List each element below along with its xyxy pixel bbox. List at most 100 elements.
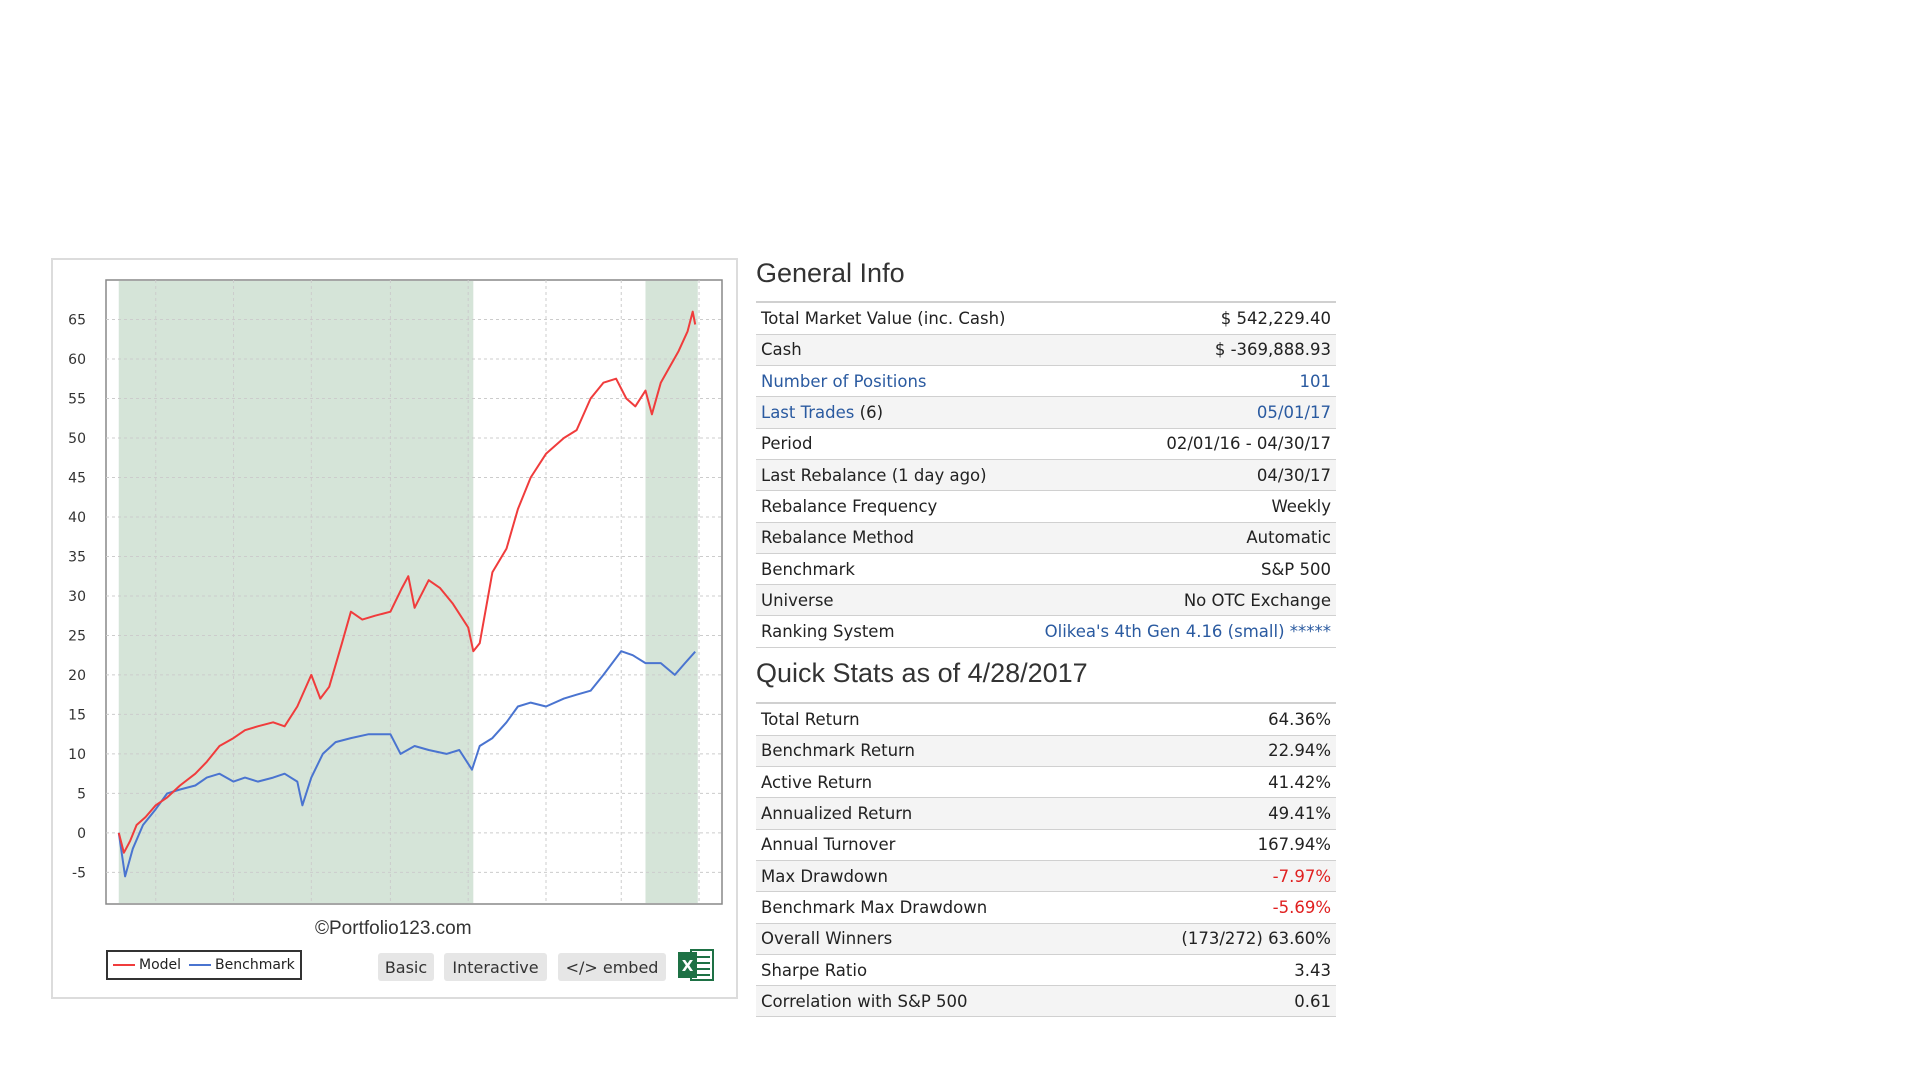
quick-stats-row-value: (173/272) 63.60%	[1181, 929, 1331, 949]
y-tick-label: 40	[68, 510, 86, 526]
quick-stats-row-label-cell: Correlation with S&P 500	[756, 986, 1102, 1017]
series-line-model	[117, 310, 697, 854]
quick-stats-row-label-cell: Benchmark Max Drawdown	[756, 892, 1102, 923]
excel-icon[interactable]: X	[677, 948, 715, 982]
general-info-row-label: Rebalance Method	[761, 528, 914, 548]
performance-chart-panel: 65605550454035302520151050-503/1605/1607…	[51, 258, 738, 999]
quick-stats-row-label-cell: Annualized Return	[756, 798, 1102, 829]
general-info-row-value: $ -369,888.93	[1214, 340, 1331, 360]
chart-legend: Model Benchmark	[106, 950, 302, 980]
general-info-row-label[interactable]: Number of Positions	[761, 371, 927, 391]
quick-stats-row-value: -5.69%	[1272, 897, 1331, 917]
legend-item-model: Model	[113, 957, 181, 973]
quick-stats-row: Annualized Return 49.41%	[756, 797, 1336, 830]
general-info-row-value: Automatic	[1246, 528, 1331, 548]
shaded-period	[118, 281, 474, 903]
y-tick-label: 25	[68, 628, 86, 644]
quick-stats-title: Quick Stats as of 4/28/2017	[756, 658, 1088, 688]
general-info-row-value: 02/01/16 - 04/30/17	[1166, 434, 1331, 454]
series-line-benchmark	[117, 650, 696, 878]
general-info-row: Universe No OTC Exchange	[756, 584, 1336, 616]
quick-stats-row: Overall Winners (173/272) 63.60%	[756, 923, 1336, 955]
general-info-row: Ranking System Olikea's 4th Gen 4.16 (sma…	[756, 616, 1336, 648]
general-info-row: Period 02/01/16 - 04/30/17	[756, 428, 1336, 460]
y-tick-label: 50	[68, 431, 86, 447]
legend-model-label: Model	[139, 957, 182, 973]
general-info-row-value[interactable]: 05/01/17	[1256, 403, 1331, 423]
quick-stats-row-label: Overall Winners	[761, 929, 893, 949]
y-tick-label: 10	[68, 747, 86, 763]
quick-stats-row-label: Sharpe Ratio	[761, 960, 868, 980]
y-tick-label: 35	[68, 549, 86, 565]
y-tick-label: 5	[77, 786, 86, 802]
interactive-button[interactable]: Interactive	[444, 953, 547, 981]
y-tick-label: 20	[68, 668, 86, 684]
general-info-row-value[interactable]: Olikea's 4th Gen 4.16 (small) *****	[1044, 622, 1331, 642]
quick-stats-row-label-cell: Overall Winners	[756, 923, 1102, 954]
general-info-row: Total Market Value (inc. Cash) $ 542,229.…	[756, 303, 1336, 335]
general-info-row-label-cell: Total Market Value (inc. Cash)	[756, 303, 1024, 334]
general-info-row-label: Total Market Value (inc. Cash)	[761, 308, 1006, 328]
quick-stats-row-value: 22.94%	[1268, 741, 1331, 761]
general-info-row-value: S&P 500	[1260, 559, 1331, 579]
general-info-row-label: Rebalance Frequency	[761, 496, 938, 516]
quick-stats-row: Total Return 64.36%	[756, 704, 1336, 736]
quick-stats-row-label: Annualized Return	[761, 804, 913, 824]
general-info-row: Last Rebalance (1 day ago) 04/30/17	[756, 459, 1336, 491]
quick-stats-row-value: 49.41%	[1268, 804, 1331, 824]
y-tick-label: 15	[68, 707, 86, 723]
general-info-row-label: Benchmark	[761, 559, 855, 579]
general-info-row-label-cell: Rebalance Method	[756, 522, 1024, 553]
y-tick-label: -5	[72, 865, 86, 881]
general-info-row-label[interactable]: Last Trades	[761, 403, 855, 423]
general-info-row: Last Trades (6) 05/01/17	[756, 396, 1336, 429]
general-info-title: General Info	[756, 258, 905, 288]
general-info-row-label-cell: Benchmark	[756, 553, 1024, 584]
legend-benchmark-label: Benchmark	[215, 957, 295, 973]
general-info-row-label-cell: Period	[756, 428, 1024, 459]
general-info-row: Number of Positions 101	[756, 366, 1336, 397]
quick-stats-row: Benchmark Max Drawdown -5.69%	[756, 892, 1336, 924]
legend-model-line	[113, 964, 135, 966]
general-info-row: Rebalance Method Automatic	[756, 522, 1336, 554]
quick-stats-row: Sharpe Ratio 3.43	[756, 954, 1336, 986]
quick-stats-row-label: Total Return	[761, 709, 860, 729]
y-tick-label: 0	[77, 826, 86, 842]
general-info-row-label-cell: Number of Positions	[756, 366, 1024, 397]
general-info-row-label: Cash	[761, 340, 802, 360]
general-info-table: Total Market Value (inc. Cash) $ 542,229.…	[756, 303, 1336, 648]
quick-stats-row-value: 41.42%	[1268, 772, 1331, 792]
quick-stats-row-label-cell: Max Drawdown	[756, 860, 1102, 891]
general-info-row: Benchmark S&P 500	[756, 553, 1336, 585]
basic-button[interactable]: Basic	[378, 953, 434, 981]
quick-stats-row: Correlation with S&P 500 0.61	[756, 985, 1336, 1017]
quick-stats-row-label: Correlation with S&P 500	[761, 991, 968, 1011]
general-info-row-value: Weekly	[1271, 496, 1331, 516]
general-info-divider	[756, 301, 1336, 303]
quick-stats-row-label: Active Return	[761, 772, 873, 792]
general-info-row-label: Last Rebalance (1 day ago)	[761, 465, 987, 485]
embed-button[interactable]: </> embed	[558, 953, 666, 981]
legend-benchmark-line	[189, 964, 212, 966]
general-info-row-label: Universe	[761, 590, 834, 610]
quick-stats-row-label: Benchmark Return	[761, 741, 915, 761]
legend-item-benchmark: Benchmark	[189, 957, 295, 973]
y-tick-label: 60	[68, 352, 86, 368]
general-info-row-value[interactable]: 101	[1299, 371, 1332, 391]
general-info-row-label-cell: Rebalance Frequency	[756, 491, 1024, 522]
general-info-row-label: Period	[761, 434, 813, 454]
general-info-row-label-cell: Ranking System	[756, 616, 1024, 647]
general-info-row-label-cell: Last Rebalance (1 day ago)	[756, 459, 1024, 490]
quick-stats-row-label-cell: Sharpe Ratio	[756, 954, 1102, 985]
quick-stats-table: Total Return 64.36% Benchmark Return 22.94%…	[756, 704, 1336, 1017]
quick-stats-row: Benchmark Return 22.94%	[756, 735, 1336, 767]
general-info-row-value: $ 542,229.40	[1220, 308, 1331, 328]
quick-stats-row-label-cell: Annual Turnover	[756, 829, 1102, 860]
quick-stats-row-value: 167.94%	[1257, 835, 1331, 855]
general-info-row: Cash $ -369,888.93	[756, 334, 1336, 366]
quick-stats-row-label: Max Drawdown	[761, 866, 888, 886]
performance-chart: 65605550454035302520151050-503/1605/1607…	[68, 279, 723, 905]
y-tick-label: 65	[68, 312, 86, 328]
general-info-row-value: 04/30/17	[1256, 465, 1331, 485]
quick-stats-divider	[756, 702, 1336, 704]
